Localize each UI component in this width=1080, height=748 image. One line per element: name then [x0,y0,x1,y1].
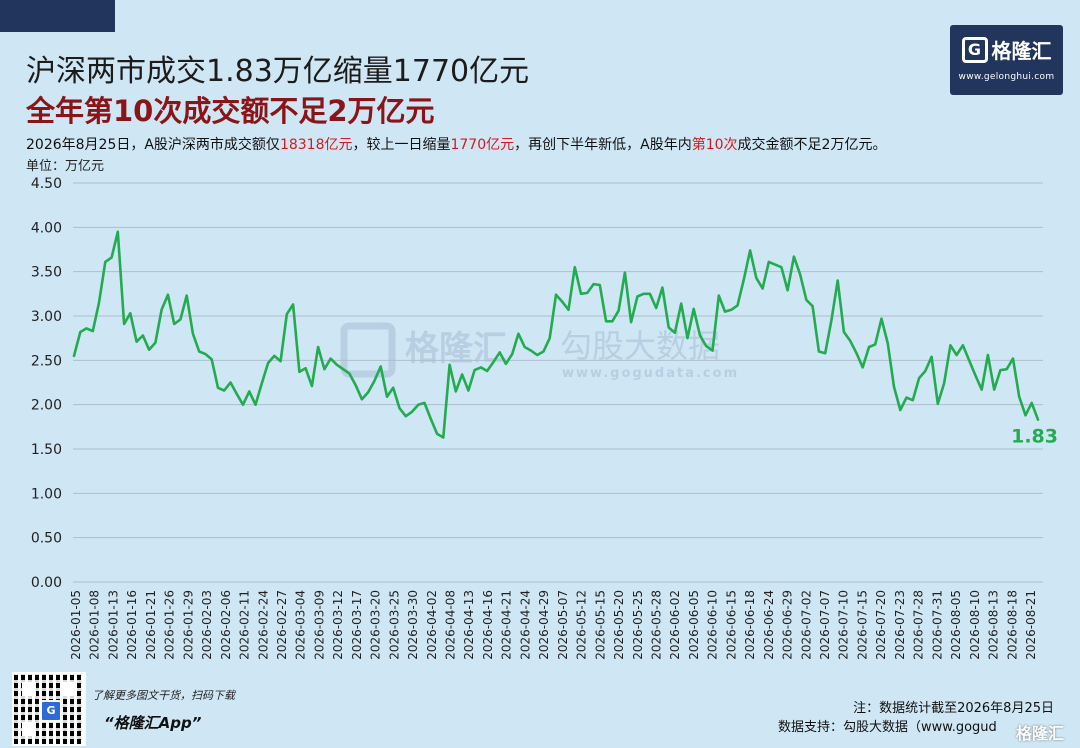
x-tick-label: 2026-07-31 [930,590,944,660]
x-tick-label: 2026-02-06 [219,590,233,660]
x-tick-label: 2026-02-27 [275,590,289,660]
desc-highlight: 第10次 [691,137,738,153]
series-line [72,230,1040,439]
x-tick-label: 2026-04-13 [462,590,476,660]
x-tick-label: 2026-03-25 [387,590,401,660]
x-tick-label: 2026-01-05 [69,590,83,660]
page-subtitle: 全年第10次成交额不足2万亿元 [26,94,435,128]
x-tick-label: 2026-05-07 [556,590,570,660]
x-tick-label: 2026-06-02 [668,590,682,660]
y-tick-label: 2.00 [31,398,62,414]
x-tick-label: 2026-08-13 [987,590,1001,660]
data-note: 注：数据统计截至2026年8月25日 [853,701,1054,716]
x-tick-label: 2026-02-11 [238,590,252,660]
desc-text: 2026年8月25日，A股沪深两市成交额仅 [26,137,280,153]
x-tick-label: 2026-06-29 [781,590,795,660]
corner-watermark: 格隆汇 [1015,724,1064,743]
x-tick-label: 2026-06-24 [762,590,776,660]
desc-text: ，较上一日缩量 [352,137,451,153]
page-title: 沪深两市成交1.83万亿缩量1770亿元 [26,54,530,89]
y-tick-label: 1.00 [31,486,62,502]
desc-text: 成交金额不足2万亿元。 [737,137,887,153]
qr-code[interactable]: G [12,672,86,746]
x-tick-label: 2026-04-21 [500,590,514,660]
x-tick-label: 2026-05-25 [631,590,645,660]
x-tick-label: 2026-03-04 [294,590,308,660]
x-tick-label: 2026-07-10 [837,590,851,660]
x-tick-label: 2026-08-10 [968,590,982,660]
x-tick-label: 2026-07-20 [874,590,888,660]
x-tick-label: 2026-02-24 [256,590,270,660]
x-tick-label: 2026-07-07 [818,590,832,660]
x-tick-label: 2026-02-03 [200,590,214,660]
x-tick-label: 2026-04-02 [425,590,439,660]
x-tick-label: 2026-03-30 [406,590,420,660]
y-tick-label: 2.50 [31,353,62,369]
x-tick-label: 2026-03-20 [369,590,383,660]
desc-highlight: 18318亿元 [279,137,353,153]
gelonghui-logo: G 格隆汇 www.gelonghui.com [950,25,1063,95]
promo-app-name: “格隆汇App” [104,714,202,732]
unit-label: 单位：万亿元 [26,159,105,174]
y-tick-label: 4.50 [31,176,62,192]
x-tick-label: 2026-04-24 [518,590,532,660]
x-tick-label: 2026-03-09 [312,590,326,660]
description: 2026年8月25日，A股沪深两市成交额仅18318亿元，较上一日缩量1770亿… [26,134,886,154]
x-tick-label: 2026-01-08 [88,590,102,660]
x-tick-label: 2026-05-15 [593,590,607,660]
x-tick-label: 2026-05-20 [612,590,626,660]
x-tick-label: 2026-08-21 [1024,590,1038,660]
y-tick-label: 0.50 [31,531,62,547]
x-tick-label: 2026-06-05 [687,590,701,660]
x-tick-label: 2026-04-08 [444,590,458,660]
x-tick-label: 2026-03-12 [331,590,345,660]
x-tick-label: 2026-08-18 [1005,590,1019,660]
watermark-g-icon [340,322,396,378]
data-support: 数据支持：勾股大数据（www.gogud [778,720,997,735]
x-tick-label: 2026-06-10 [706,590,720,660]
x-tick-label: 2026-07-02 [799,590,813,660]
x-tick-label: 2026-07-15 [855,590,869,660]
qr-logo-icon: G [40,700,62,722]
promo-text: 了解更多图文干货，扫码下载 [92,689,235,702]
logo-name: 格隆汇 [991,39,1052,63]
x-tick-label: 2026-05-28 [649,590,663,660]
y-tick-label: 1.50 [31,442,62,458]
x-tick-label: 2026-04-16 [481,590,495,660]
x-tick-label: 2026-06-15 [724,590,738,660]
end-value-label: 1.83 [1011,426,1058,448]
desc-text: ，再创下半年新低，A股年内 [514,137,692,153]
x-tick-label: 2026-01-26 [163,590,177,660]
logo-url: www.gelonghui.com [958,72,1055,82]
x-tick-label: 2026-04-29 [537,590,551,660]
watermark-url: www.gogudata.com [562,366,739,381]
y-tick-label: 0.00 [31,575,62,591]
x-tick-label: 2026-06-18 [743,590,757,660]
x-tick-label: 2026-01-13 [106,590,120,660]
x-tick-label: 2026-01-21 [144,590,158,660]
watermark-partner: 勾股大数据 [560,327,720,365]
x-tick-label: 2026-01-16 [125,590,139,660]
x-tick-label: 2026-05-12 [575,590,589,660]
y-tick-label: 4.00 [31,220,62,236]
x-tick-label: 2026-07-28 [912,590,926,660]
desc-highlight: 1770亿元 [450,137,515,153]
x-tick-label: 2026-07-23 [893,590,907,660]
y-tick-label: 3.00 [31,309,62,325]
x-tick-label: 2026-01-29 [181,590,195,660]
logo-g-icon: G [961,36,988,63]
corner-block [0,0,115,32]
y-tick-label: 3.50 [31,265,62,281]
watermark-brand: 格隆汇 [405,329,507,369]
x-tick-label: 2026-08-05 [949,590,963,660]
x-tick-label: 2026-03-17 [350,590,364,660]
